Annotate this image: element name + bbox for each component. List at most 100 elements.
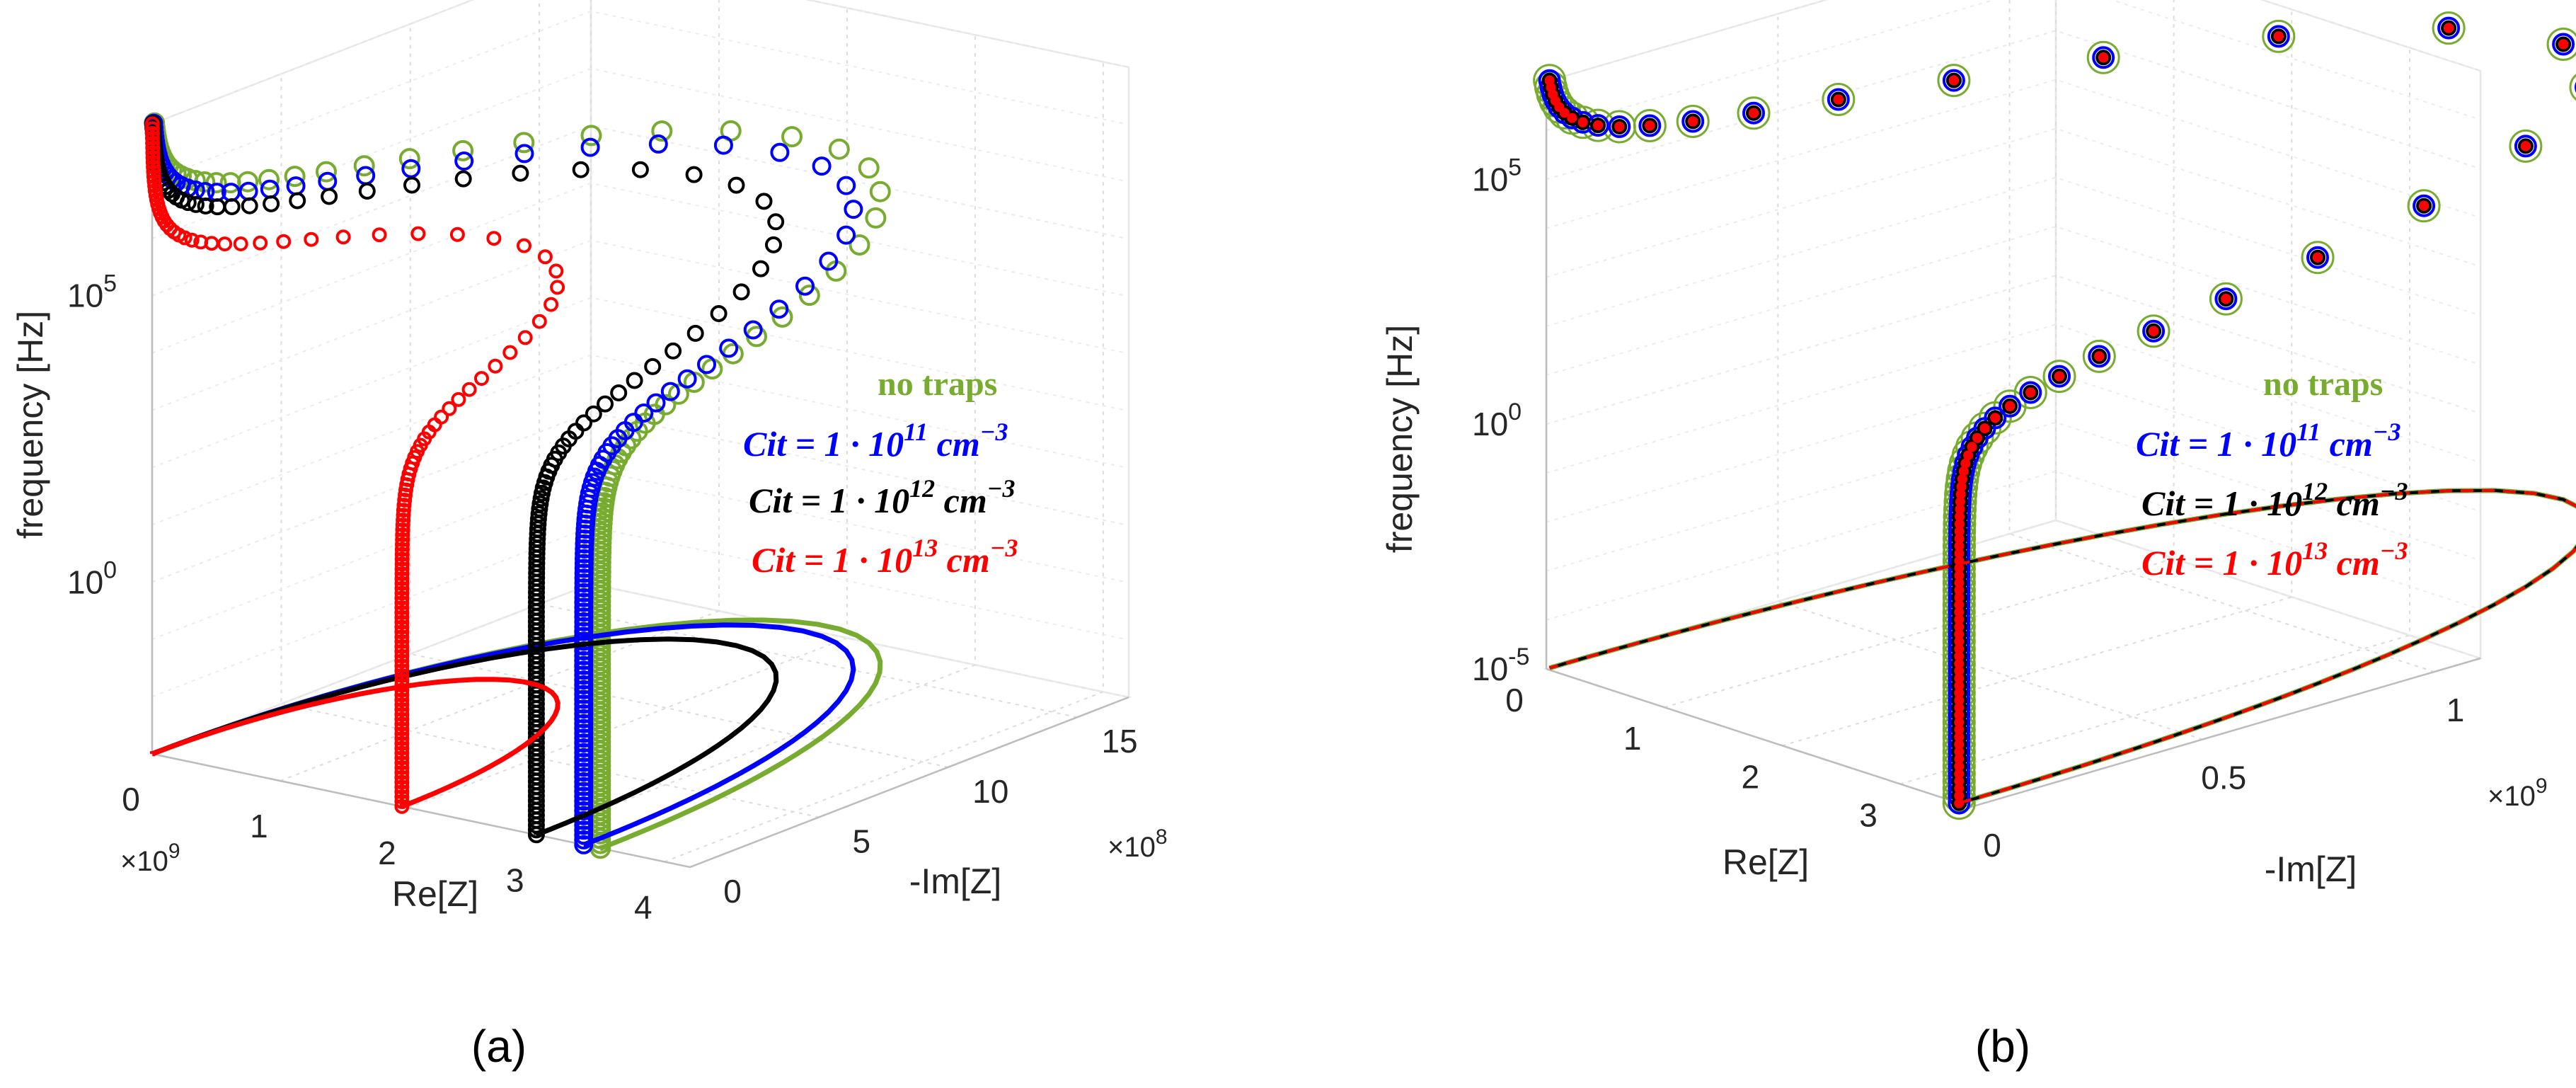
b-x-tick-3: 3 xyxy=(1859,797,1878,834)
legend-entry-b-1: Cit = 1 · 1011 cm−3 xyxy=(2136,418,2401,464)
a-point-2 xyxy=(685,166,703,183)
legend-b: no traps Cit = 1 · 1011 cm−3 Cit = 1 · 1… xyxy=(2136,365,2408,583)
a-point-3 xyxy=(488,358,503,374)
a-point-3 xyxy=(517,238,531,253)
a-point-3 xyxy=(276,234,292,249)
b-point-0 xyxy=(1937,64,1971,98)
b-point-2 xyxy=(2002,398,2018,414)
a-point-3 xyxy=(395,527,410,542)
a-point-1 xyxy=(836,176,856,195)
a-point-2 xyxy=(263,195,280,212)
a-point-0 xyxy=(258,168,280,190)
a-point-3 xyxy=(394,590,410,606)
a-point-3 xyxy=(233,236,248,251)
a-point-3 xyxy=(394,556,410,572)
a-point-1 xyxy=(646,393,666,413)
a-point-3 xyxy=(396,498,412,513)
a-point-3 xyxy=(394,735,410,751)
legend-a: no traps Cit = 1 · 1011 cm−3 Cit = 1 · 1… xyxy=(743,365,1018,580)
b-point-3 xyxy=(1645,120,1655,131)
a-x-tick-0: 0 xyxy=(122,781,140,818)
b-point-3 xyxy=(1956,481,1967,492)
a-grid-z-minor xyxy=(151,125,1129,297)
a-point-3 xyxy=(502,345,518,360)
b-grid-z-minor xyxy=(1546,0,2481,82)
b-nyquist-2 xyxy=(1548,488,2576,805)
b-point-0 xyxy=(1676,105,1710,138)
a-point-1 xyxy=(795,276,815,296)
a-point-2 xyxy=(575,414,592,432)
a-y-tick-3: 15 xyxy=(1101,723,1137,760)
a-point-3 xyxy=(537,249,553,265)
a-point-1 xyxy=(844,200,863,219)
b-point-3 xyxy=(1967,442,1977,452)
legend-entry-a-2: Cit = 1 · 1012 cm−3 xyxy=(749,474,1016,520)
a-grid-y-2 xyxy=(409,23,948,768)
a-point-3 xyxy=(394,721,410,737)
b-point-1 xyxy=(1999,394,2022,418)
b-point-1 xyxy=(2306,246,2329,269)
a-x-mult-exp: 9 xyxy=(168,840,180,863)
a-point-3 xyxy=(394,546,410,562)
a-z-tick-1-base: 10 xyxy=(67,277,103,314)
a-point-2 xyxy=(197,197,214,214)
a-point-3 xyxy=(146,168,161,184)
a-point-3 xyxy=(394,634,410,649)
a-point-3 xyxy=(394,750,410,766)
b-point-3 xyxy=(1958,466,1969,476)
b-point-3 xyxy=(2221,294,2231,304)
b-z-tick-2: 105 xyxy=(1472,154,1522,197)
a-point-0 xyxy=(771,306,793,328)
b-z-tick-0-base: 10 xyxy=(1472,651,1508,687)
a-point-3 xyxy=(474,371,489,386)
a-point-3 xyxy=(394,609,410,625)
b-point-3 xyxy=(1544,75,1555,86)
a-point-3 xyxy=(396,512,411,528)
a-x-tick-1: 1 xyxy=(250,808,268,844)
b-point-3 xyxy=(1960,458,1971,469)
b-point-3 xyxy=(1990,413,2001,423)
b-z-tick-1: 100 xyxy=(1472,399,1522,442)
b-point-2 xyxy=(2091,348,2108,365)
a-point-3 xyxy=(397,493,413,508)
a-point-3 xyxy=(394,624,410,640)
a-point-1 xyxy=(454,151,474,171)
b-point-2 xyxy=(2052,368,2067,384)
a-grid-x-0 xyxy=(151,0,592,755)
a-point-0 xyxy=(667,383,689,405)
b-point-2 xyxy=(2310,249,2325,265)
b-nyquist-0 xyxy=(1548,488,2576,806)
b-point-3 xyxy=(1559,108,1570,118)
a-point-3 xyxy=(394,585,410,601)
b-point-1 xyxy=(2214,287,2238,311)
b-point-0 xyxy=(2262,19,2296,53)
a-nyquist-3 xyxy=(149,677,560,809)
a-z-tick-1-exp: 5 xyxy=(103,270,117,297)
a-point-2 xyxy=(755,193,773,210)
b-point-3 xyxy=(1577,117,1588,127)
a-point-3 xyxy=(394,643,410,659)
a-point-3 xyxy=(395,517,410,533)
a-point-3 xyxy=(517,330,533,345)
a-nyquist-2 xyxy=(151,636,779,837)
a-point-3 xyxy=(217,236,233,252)
a-point-3 xyxy=(145,150,161,165)
a-point-1 xyxy=(819,251,839,271)
a-point-2 xyxy=(644,357,662,375)
b-point-0 xyxy=(2432,11,2466,45)
a-point-3 xyxy=(461,382,477,397)
a-point-3 xyxy=(193,234,209,250)
b-point-3 xyxy=(2005,401,2016,411)
b-point-3 xyxy=(2558,39,2569,50)
a-grid-z-1 xyxy=(151,125,1129,297)
a-grid-z-minor xyxy=(151,10,1129,182)
b-point-2 xyxy=(1642,118,1658,134)
a-x-tick-4: 4 xyxy=(634,888,652,925)
a-y-tick-2: 10 xyxy=(972,773,1008,810)
b-point-3 xyxy=(1614,122,1625,132)
b-point-0 xyxy=(2509,129,2543,163)
a-point-2 xyxy=(626,372,643,389)
b-point-3 xyxy=(2098,52,2109,63)
a-point-3 xyxy=(394,769,410,785)
